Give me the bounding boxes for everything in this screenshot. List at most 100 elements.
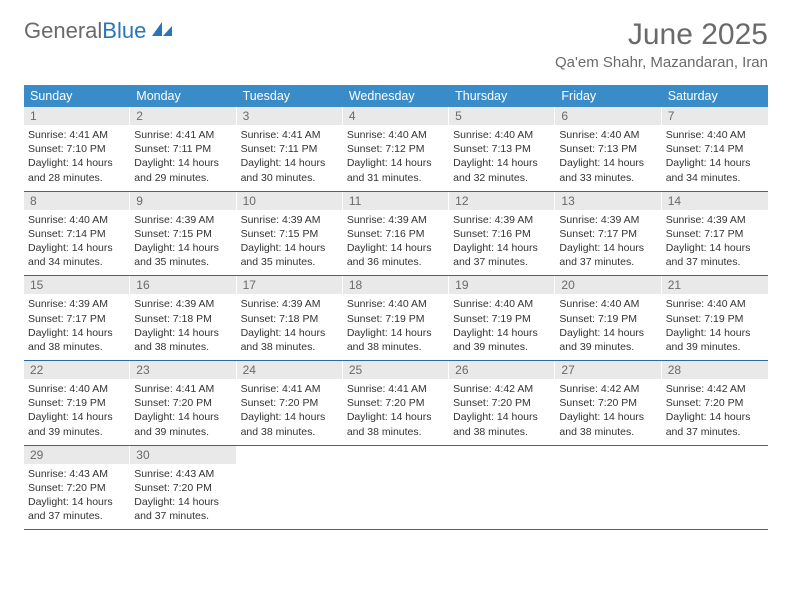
weekday-header-row: SundayMondayTuesdayWednesdayThursdayFrid… — [24, 85, 768, 107]
empty-cell — [343, 446, 449, 530]
day-details: Sunrise: 4:39 AMSunset: 7:17 PMDaylight:… — [555, 210, 661, 270]
day-details: Sunrise: 4:41 AMSunset: 7:10 PMDaylight:… — [24, 125, 130, 185]
day-details: Sunrise: 4:40 AMSunset: 7:12 PMDaylight:… — [343, 125, 449, 185]
day-cell: 24Sunrise: 4:41 AMSunset: 7:20 PMDayligh… — [237, 361, 343, 445]
day-details: Sunrise: 4:39 AMSunset: 7:16 PMDaylight:… — [343, 210, 449, 270]
day-number: 8 — [24, 192, 130, 210]
weekday-label: Tuesday — [237, 85, 343, 107]
day-number: 7 — [662, 107, 768, 125]
day-number: 19 — [449, 276, 555, 294]
page-header: GeneralBlue June 2025 Qa'em Shahr, Mazan… — [24, 18, 768, 71]
day-cell: 15Sunrise: 4:39 AMSunset: 7:17 PMDayligh… — [24, 276, 130, 360]
day-number: 3 — [237, 107, 343, 125]
day-details: Sunrise: 4:43 AMSunset: 7:20 PMDaylight:… — [24, 464, 130, 524]
day-details: Sunrise: 4:39 AMSunset: 7:17 PMDaylight:… — [662, 210, 768, 270]
day-cell: 1Sunrise: 4:41 AMSunset: 7:10 PMDaylight… — [24, 107, 130, 191]
day-cell: 25Sunrise: 4:41 AMSunset: 7:20 PMDayligh… — [343, 361, 449, 445]
day-cell: 4Sunrise: 4:40 AMSunset: 7:12 PMDaylight… — [343, 107, 449, 191]
day-number: 15 — [24, 276, 130, 294]
day-number: 29 — [24, 446, 130, 464]
day-details: Sunrise: 4:39 AMSunset: 7:16 PMDaylight:… — [449, 210, 555, 270]
calendar-week: 15Sunrise: 4:39 AMSunset: 7:17 PMDayligh… — [24, 276, 768, 361]
day-details: Sunrise: 4:42 AMSunset: 7:20 PMDaylight:… — [555, 379, 661, 439]
calendar-week: 1Sunrise: 4:41 AMSunset: 7:10 PMDaylight… — [24, 107, 768, 192]
empty-cell — [449, 446, 555, 530]
month-title: June 2025 — [555, 18, 768, 52]
weekday-label: Friday — [555, 85, 661, 107]
day-details: Sunrise: 4:41 AMSunset: 7:20 PMDaylight:… — [237, 379, 343, 439]
weekday-label: Wednesday — [343, 85, 449, 107]
day-details: Sunrise: 4:40 AMSunset: 7:14 PMDaylight:… — [662, 125, 768, 185]
day-cell: 11Sunrise: 4:39 AMSunset: 7:16 PMDayligh… — [343, 192, 449, 276]
day-cell: 12Sunrise: 4:39 AMSunset: 7:16 PMDayligh… — [449, 192, 555, 276]
day-cell: 19Sunrise: 4:40 AMSunset: 7:19 PMDayligh… — [449, 276, 555, 360]
day-number: 22 — [24, 361, 130, 379]
brand-part1: General — [24, 18, 102, 44]
calendar-week: 29Sunrise: 4:43 AMSunset: 7:20 PMDayligh… — [24, 446, 768, 531]
day-details: Sunrise: 4:42 AMSunset: 7:20 PMDaylight:… — [662, 379, 768, 439]
day-cell: 28Sunrise: 4:42 AMSunset: 7:20 PMDayligh… — [662, 361, 768, 445]
sail-icon — [150, 18, 174, 44]
weekday-label: Monday — [130, 85, 236, 107]
day-number: 17 — [237, 276, 343, 294]
day-details: Sunrise: 4:40 AMSunset: 7:13 PMDaylight:… — [555, 125, 661, 185]
day-cell: 10Sunrise: 4:39 AMSunset: 7:15 PMDayligh… — [237, 192, 343, 276]
day-cell: 13Sunrise: 4:39 AMSunset: 7:17 PMDayligh… — [555, 192, 661, 276]
day-number: 28 — [662, 361, 768, 379]
calendar: SundayMondayTuesdayWednesdayThursdayFrid… — [24, 85, 768, 530]
day-cell: 7Sunrise: 4:40 AMSunset: 7:14 PMDaylight… — [662, 107, 768, 191]
day-details: Sunrise: 4:40 AMSunset: 7:14 PMDaylight:… — [24, 210, 130, 270]
day-cell: 22Sunrise: 4:40 AMSunset: 7:19 PMDayligh… — [24, 361, 130, 445]
day-details: Sunrise: 4:41 AMSunset: 7:11 PMDaylight:… — [130, 125, 236, 185]
day-number: 16 — [130, 276, 236, 294]
day-number: 20 — [555, 276, 661, 294]
day-cell: 26Sunrise: 4:42 AMSunset: 7:20 PMDayligh… — [449, 361, 555, 445]
day-cell: 17Sunrise: 4:39 AMSunset: 7:18 PMDayligh… — [237, 276, 343, 360]
day-number: 14 — [662, 192, 768, 210]
day-details: Sunrise: 4:42 AMSunset: 7:20 PMDaylight:… — [449, 379, 555, 439]
day-cell: 30Sunrise: 4:43 AMSunset: 7:20 PMDayligh… — [130, 446, 236, 530]
day-cell: 6Sunrise: 4:40 AMSunset: 7:13 PMDaylight… — [555, 107, 661, 191]
day-cell: 8Sunrise: 4:40 AMSunset: 7:14 PMDaylight… — [24, 192, 130, 276]
day-number: 21 — [662, 276, 768, 294]
day-details: Sunrise: 4:40 AMSunset: 7:13 PMDaylight:… — [449, 125, 555, 185]
day-number: 25 — [343, 361, 449, 379]
day-cell: 5Sunrise: 4:40 AMSunset: 7:13 PMDaylight… — [449, 107, 555, 191]
day-number: 4 — [343, 107, 449, 125]
day-details: Sunrise: 4:41 AMSunset: 7:11 PMDaylight:… — [237, 125, 343, 185]
day-number: 12 — [449, 192, 555, 210]
day-number: 5 — [449, 107, 555, 125]
empty-cell — [237, 446, 343, 530]
day-number: 27 — [555, 361, 661, 379]
day-details: Sunrise: 4:40 AMSunset: 7:19 PMDaylight:… — [343, 294, 449, 354]
day-details: Sunrise: 4:40 AMSunset: 7:19 PMDaylight:… — [449, 294, 555, 354]
day-details: Sunrise: 4:43 AMSunset: 7:20 PMDaylight:… — [130, 464, 236, 524]
weekday-label: Saturday — [662, 85, 768, 107]
day-cell: 18Sunrise: 4:40 AMSunset: 7:19 PMDayligh… — [343, 276, 449, 360]
day-cell: 16Sunrise: 4:39 AMSunset: 7:18 PMDayligh… — [130, 276, 236, 360]
day-details: Sunrise: 4:40 AMSunset: 7:19 PMDaylight:… — [662, 294, 768, 354]
day-cell: 9Sunrise: 4:39 AMSunset: 7:15 PMDaylight… — [130, 192, 236, 276]
empty-cell — [662, 446, 768, 530]
day-details: Sunrise: 4:39 AMSunset: 7:18 PMDaylight:… — [237, 294, 343, 354]
day-number: 6 — [555, 107, 661, 125]
day-details: Sunrise: 4:41 AMSunset: 7:20 PMDaylight:… — [343, 379, 449, 439]
day-number: 18 — [343, 276, 449, 294]
day-cell: 20Sunrise: 4:40 AMSunset: 7:19 PMDayligh… — [555, 276, 661, 360]
day-number: 23 — [130, 361, 236, 379]
calendar-week: 8Sunrise: 4:40 AMSunset: 7:14 PMDaylight… — [24, 192, 768, 277]
day-number: 30 — [130, 446, 236, 464]
calendar-week: 22Sunrise: 4:40 AMSunset: 7:19 PMDayligh… — [24, 361, 768, 446]
day-number: 2 — [130, 107, 236, 125]
day-details: Sunrise: 4:39 AMSunset: 7:17 PMDaylight:… — [24, 294, 130, 354]
day-cell: 14Sunrise: 4:39 AMSunset: 7:17 PMDayligh… — [662, 192, 768, 276]
day-number: 9 — [130, 192, 236, 210]
day-number: 11 — [343, 192, 449, 210]
day-details: Sunrise: 4:39 AMSunset: 7:15 PMDaylight:… — [130, 210, 236, 270]
weekday-label: Thursday — [449, 85, 555, 107]
day-number: 1 — [24, 107, 130, 125]
brand-logo: GeneralBlue — [24, 18, 174, 44]
weekday-label: Sunday — [24, 85, 130, 107]
day-number: 26 — [449, 361, 555, 379]
day-cell: 2Sunrise: 4:41 AMSunset: 7:11 PMDaylight… — [130, 107, 236, 191]
